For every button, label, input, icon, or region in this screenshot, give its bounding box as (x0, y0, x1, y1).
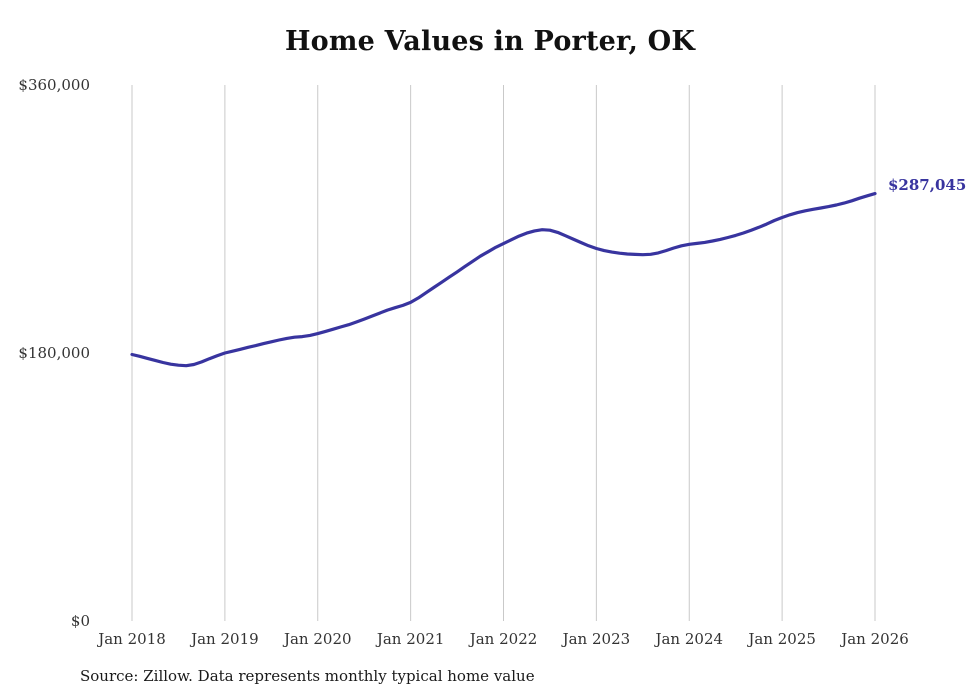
end-value-label: $287,045 (888, 176, 967, 194)
y-tick-label: $360,000 (18, 76, 90, 94)
x-tick-label: Jan 2018 (96, 630, 166, 648)
x-tick-label: Jan 2020 (282, 630, 352, 648)
home-value-series-line (130, 192, 877, 368)
x-tick-label: Jan 2024 (653, 630, 723, 648)
x-tick-label: Jan 2026 (839, 630, 909, 648)
x-tick-label: Jan 2022 (468, 630, 538, 648)
x-tick-label: Jan 2025 (746, 630, 816, 648)
source-note: Source: Zillow. Data represents monthly … (80, 667, 535, 685)
chart-title: Home Values in Porter, OK (284, 26, 696, 57)
x-tick-label: Jan 2019 (189, 630, 259, 648)
y-tick-label: $180,000 (18, 344, 90, 362)
y-tick-label: $0 (71, 612, 90, 630)
x-tick-label: Jan 2023 (561, 630, 631, 648)
x-tick-label: Jan 2021 (375, 630, 445, 648)
